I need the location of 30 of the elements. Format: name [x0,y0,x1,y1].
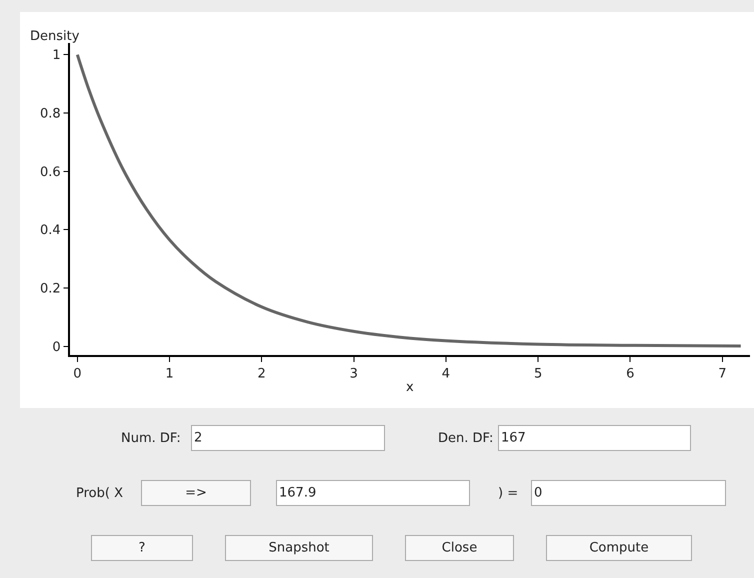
x-tick-label: 4 [442,366,450,382]
x-tick-label: 0 [73,366,82,382]
text: 167 [501,430,526,446]
line-series [76,53,742,348]
x-tick-label: 7 [718,366,726,382]
text: 2 [194,430,202,446]
text: Num. DF: [121,431,181,446]
x-tick-label: 2 [258,366,266,382]
text: Close [442,540,478,556]
y-tick-label: 0 [52,340,61,355]
y-tick-label: 1 [52,48,61,64]
y-axis-title: Density [30,29,80,44]
text: Compute [589,540,649,556]
text: ) = [498,486,518,501]
x-tick-label: 1 [165,366,174,382]
x-tick-label: 6 [626,366,634,382]
y-tick-label: 0.4 [40,223,61,238]
text: => [185,486,207,500]
text: Den. DF: [438,431,494,446]
text: Prob( X [76,486,124,501]
text: 167.9 [279,486,316,500]
y-tick-label: 0.8 [40,106,61,122]
text: ? [138,540,146,556]
x-tick-label: 5 [534,366,542,382]
y-tick-label: 0.2 [40,281,61,296]
x-axis-title: x [406,380,414,395]
x-tick-label: 3 [350,366,358,382]
y-tick-label: 0.6 [40,164,61,180]
text: 0 [534,486,542,500]
text: Snapshot [268,540,330,556]
